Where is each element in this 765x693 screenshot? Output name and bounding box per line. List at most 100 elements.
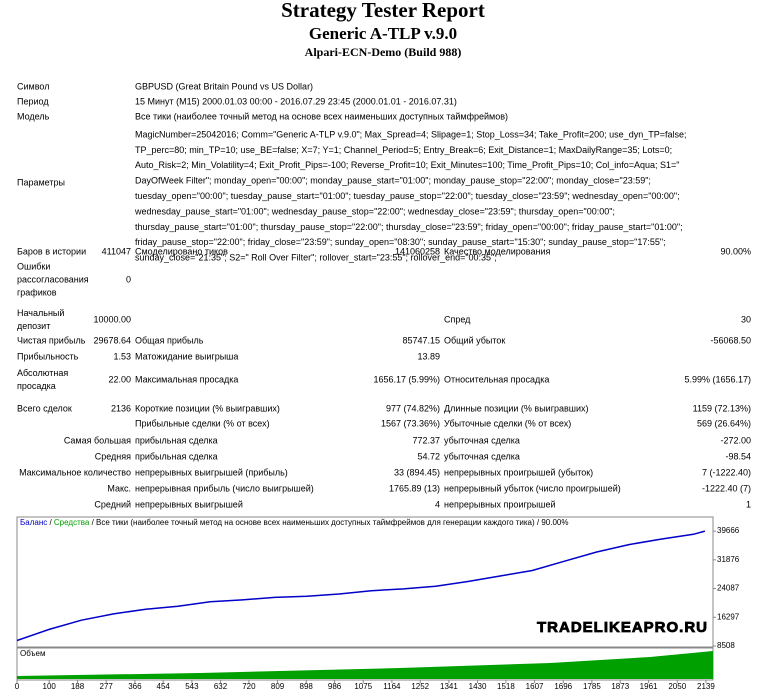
chart-frame <box>16 516 714 648</box>
stat-label: убыточная сделка <box>444 451 520 461</box>
parameter-line: MagicNumber=25042016; Comm="Generic A-TL… <box>135 129 686 139</box>
stat-label: прибыльная сделка <box>135 451 218 461</box>
stat-value: 977 (74.82%) <box>386 403 440 413</box>
parameter-line: wednesday_pause_start="01:00"; wednesday… <box>134 206 615 216</box>
stat-value: 0 <box>126 274 131 284</box>
x-tick-label: 986 <box>328 682 342 691</box>
stat-label: Смоделировано тиков <box>135 246 228 256</box>
stat-label: Средняя <box>95 451 131 461</box>
stat-value: 1159 (72.13%) <box>693 403 751 413</box>
stat-value: 569 (26.64%) <box>697 418 751 428</box>
stat-value: 30 <box>741 314 751 324</box>
x-tick-label: 1341 <box>440 682 458 691</box>
stat-label: Спред <box>444 314 471 324</box>
stat-value: 90.00% <box>720 246 751 256</box>
stat-value: 29678.64 <box>93 335 131 345</box>
x-tick-label: 366 <box>128 682 142 691</box>
stat-value: 1656.17 (5.99%) <box>373 374 440 384</box>
parameter-line: DayOfWeek Filter"; monday_open="00:00"; … <box>135 176 651 186</box>
stat-label: Всего сделок <box>17 403 72 413</box>
stat-label: непрерывных выигрышей <box>135 499 243 509</box>
legend-entry: 90.00% <box>541 518 568 527</box>
info-label: Символ <box>17 81 49 91</box>
x-tick-label: 188 <box>71 682 85 691</box>
x-tick-label: 2050 <box>668 682 686 691</box>
stat-value: 22.00 <box>108 374 131 384</box>
legend-separator: / <box>535 518 542 527</box>
legend-entry: Средства <box>54 518 90 527</box>
stat-value: 54.72 <box>417 451 440 461</box>
stat-value: -56068.50 <box>710 335 751 345</box>
parameter-line: tuesday_open="00:00"; tuesday_pause_star… <box>135 191 680 201</box>
report-title: Strategy Tester Report <box>281 0 485 22</box>
x-tick-label: 1607 <box>526 682 544 691</box>
parameter-line: TP_perc=80; min_TP=10; use_BE=false; X=7… <box>135 145 672 155</box>
x-tick-label: 543 <box>185 682 199 691</box>
stat-value: -98.54 <box>725 451 751 461</box>
stat-label: Ошибки <box>17 261 50 271</box>
stat-value: 2136 <box>111 403 131 413</box>
info-label: Период <box>17 96 49 106</box>
stat-value: 7 (-1222.40) <box>702 467 751 477</box>
y-tick-label: 31876 <box>717 555 740 564</box>
report-subtitle: Generic A-TLP v.9.0 <box>309 24 457 43</box>
info-label: Модель <box>17 111 50 121</box>
stat-label: Относительная просадка <box>444 374 549 384</box>
x-tick-label: 1785 <box>583 682 601 691</box>
info-value: 15 Минут (M15) 2000.01.03 00:00 - 2016.0… <box>135 96 457 106</box>
x-tick-label: 1252 <box>411 682 429 691</box>
stat-label: рассогласования <box>17 274 89 284</box>
y-tick-label: 39666 <box>717 526 740 535</box>
stat-label: Качество моделирования <box>444 246 550 256</box>
stat-label: Максимальная просадка <box>135 374 238 384</box>
stat-value: 772.37 <box>412 435 440 445</box>
volume-area <box>17 651 713 679</box>
stat-label: Прибыльность <box>17 351 79 361</box>
stat-value: 5.99% (1656.17) <box>684 374 751 384</box>
stat-label: непрерывных проигрышей <box>444 499 555 509</box>
parameter-line: thursday_pause_start="01:00"; thursday_p… <box>135 222 683 232</box>
stat-value: 4 <box>435 499 440 509</box>
x-tick-label: 277 <box>100 682 114 691</box>
legend-entry: Все тики (наиболее точный метод на основ… <box>96 518 535 527</box>
stat-label: непрерывная прибыль (число выигрышей) <box>135 483 314 493</box>
stat-label: Чистая прибыль <box>17 335 86 345</box>
parameter-line: friday_pause_stop="22:00"; friday_close=… <box>135 237 666 247</box>
stat-value: 411047 <box>102 246 131 256</box>
stat-value: 1 <box>746 499 751 509</box>
stat-label: Общий убыток <box>444 335 505 345</box>
x-tick-label: 1518 <box>497 682 515 691</box>
y-tick-label: 8508 <box>717 641 735 650</box>
x-tick-label: 100 <box>43 682 57 691</box>
stat-label: Общая прибыль <box>135 335 204 345</box>
info-value: Все тики (наиболее точный метод на основ… <box>135 111 508 121</box>
x-tick-label: 1430 <box>469 682 487 691</box>
server-name: Alpari-ECN-Demo (Build 988) <box>305 45 462 59</box>
watermark: TRADELIKEAPRO.RU <box>537 619 708 636</box>
x-tick-label: 0 <box>15 682 20 691</box>
stat-label: Средний <box>94 499 131 509</box>
stat-label: непрерывных проигрышей (убыток) <box>444 467 593 477</box>
balance-line <box>16 530 706 642</box>
stat-value: 33 (894.45) <box>394 467 440 477</box>
stat-label: непрерывный убыток (число проигрышей) <box>444 483 621 493</box>
stat-label: Начальный <box>17 308 64 318</box>
stat-label: графиков <box>17 287 57 297</box>
stat-label: Матожидание выигрыша <box>135 351 238 361</box>
stat-value: 10000.00 <box>93 314 131 324</box>
parameters-label: Параметры <box>17 177 65 187</box>
stat-label: прибыльная сделка <box>135 435 218 445</box>
info-value: GBPUSD (Great Britain Pound vs US Dollar… <box>135 81 313 91</box>
stat-label: Максимальное количество <box>19 467 131 477</box>
legend-separator: / <box>89 518 96 527</box>
stat-label: Убыточные сделки (% от всех) <box>444 418 571 428</box>
stat-value: 1567 (73.36%) <box>381 418 440 428</box>
x-tick-label: 720 <box>242 682 256 691</box>
stat-value: -272.00 <box>720 435 751 445</box>
legend-entry: Баланс <box>20 518 47 527</box>
parameter-line: sunday_close="21:35"; S2=" Roll Over Fil… <box>135 253 497 263</box>
y-tick-label: 16297 <box>717 612 740 621</box>
x-tick-label: 1696 <box>554 682 572 691</box>
x-tick-label: 1164 <box>383 682 401 691</box>
